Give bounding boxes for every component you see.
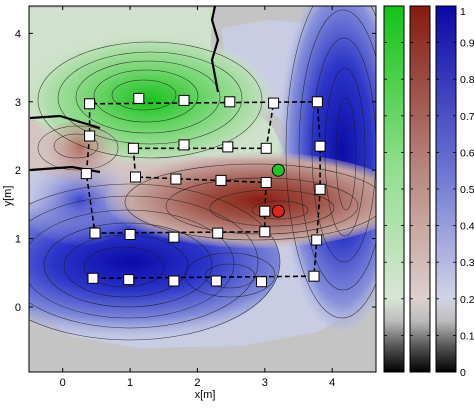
y-tick-label-3: 3	[15, 97, 21, 109]
y-tick-label-2: 2	[15, 165, 21, 177]
y-tick-label-1: 1	[15, 234, 21, 246]
x-tick-label-0: 0	[60, 377, 66, 389]
red-marker	[271, 204, 285, 218]
waypoint-14	[130, 171, 141, 183]
colorbar-tick-label-0.8: 0.8	[460, 74, 474, 86]
y-axis-label: y[m]	[2, 186, 14, 207]
trajectory-line	[85, 100, 321, 280]
markers	[271, 163, 285, 218]
waypoint-31	[308, 270, 320, 282]
waypoint-9	[127, 142, 139, 154]
waypoint-19	[259, 205, 271, 217]
waypoint-16	[215, 174, 227, 186]
colorbar-ticks: 0 0.1 0.2 0.3 0.4 0.5 0.6 0.7 0.8 0.9 1	[384, 5, 474, 379]
waypoints	[80, 92, 326, 288]
waypoint-23	[212, 227, 224, 239]
colorbar-tick-label-0: 0	[460, 367, 466, 379]
colorbar-tick-label-0.7: 0.7	[460, 111, 474, 123]
colorbar-tick-label-0.2: 0.2	[460, 294, 474, 306]
waypoint-29	[210, 275, 222, 287]
colorbar-tick-label-0.9: 0.9	[460, 38, 474, 50]
waypoint-26	[87, 272, 99, 284]
waypoint-28	[168, 275, 180, 287]
waypoint-21	[124, 229, 136, 240]
waypoint-2	[133, 92, 145, 104]
trajectory-path	[85, 100, 321, 280]
waypoint-22	[168, 231, 180, 243]
waypoint-30	[256, 276, 267, 288]
colorbar-tick-label-0.4: 0.4	[460, 221, 474, 233]
waypoint-17	[260, 177, 272, 188]
colorbar-tick-label-1: 1	[460, 6, 466, 18]
colorbar-tick-label-0.6: 0.6	[460, 147, 474, 159]
waypoint-25	[311, 234, 323, 246]
waypoint-15	[170, 173, 182, 185]
x-tick-label-4: 4	[329, 377, 335, 389]
contour-lines	[29, 6, 376, 341]
y-axis: 0 1 2 3 4	[15, 28, 376, 314]
colorbar-tick-label-0.5: 0.5	[460, 184, 474, 196]
x-axis-label: x[m]	[195, 389, 216, 401]
x-tick-label-3: 3	[262, 377, 268, 389]
colorbar-tick-label-0.3: 0.3	[460, 257, 474, 269]
waypoint-6	[311, 96, 323, 108]
x-tick-label-1: 1	[127, 377, 133, 389]
colorbar-tick-label-0.1: 0.1	[460, 330, 474, 342]
y-tick-label-0: 0	[15, 302, 21, 314]
waypoint-7	[84, 130, 96, 142]
green-marker	[271, 163, 285, 177]
waypoint-13	[80, 168, 92, 180]
waypoint-8	[314, 140, 326, 152]
y-tick-label-4: 4	[15, 28, 21, 40]
waypoint-11	[222, 141, 234, 153]
waypoint-20	[89, 227, 101, 239]
waypoint-12	[260, 142, 272, 154]
waypoint-10	[178, 139, 190, 151]
plot-frame	[28, 5, 377, 373]
waypoint-24	[259, 226, 271, 238]
contour-field	[29, 6, 376, 372]
waypoint-5	[268, 97, 280, 109]
waypoint-3	[178, 94, 190, 106]
waypoint-4	[224, 96, 236, 108]
x-tick-label-2: 2	[194, 377, 200, 389]
waypoint-27	[123, 274, 135, 286]
waypoint-18	[314, 183, 326, 195]
waypoint-1	[84, 98, 96, 110]
x-axis: 0 1 2 3 4	[60, 6, 335, 389]
